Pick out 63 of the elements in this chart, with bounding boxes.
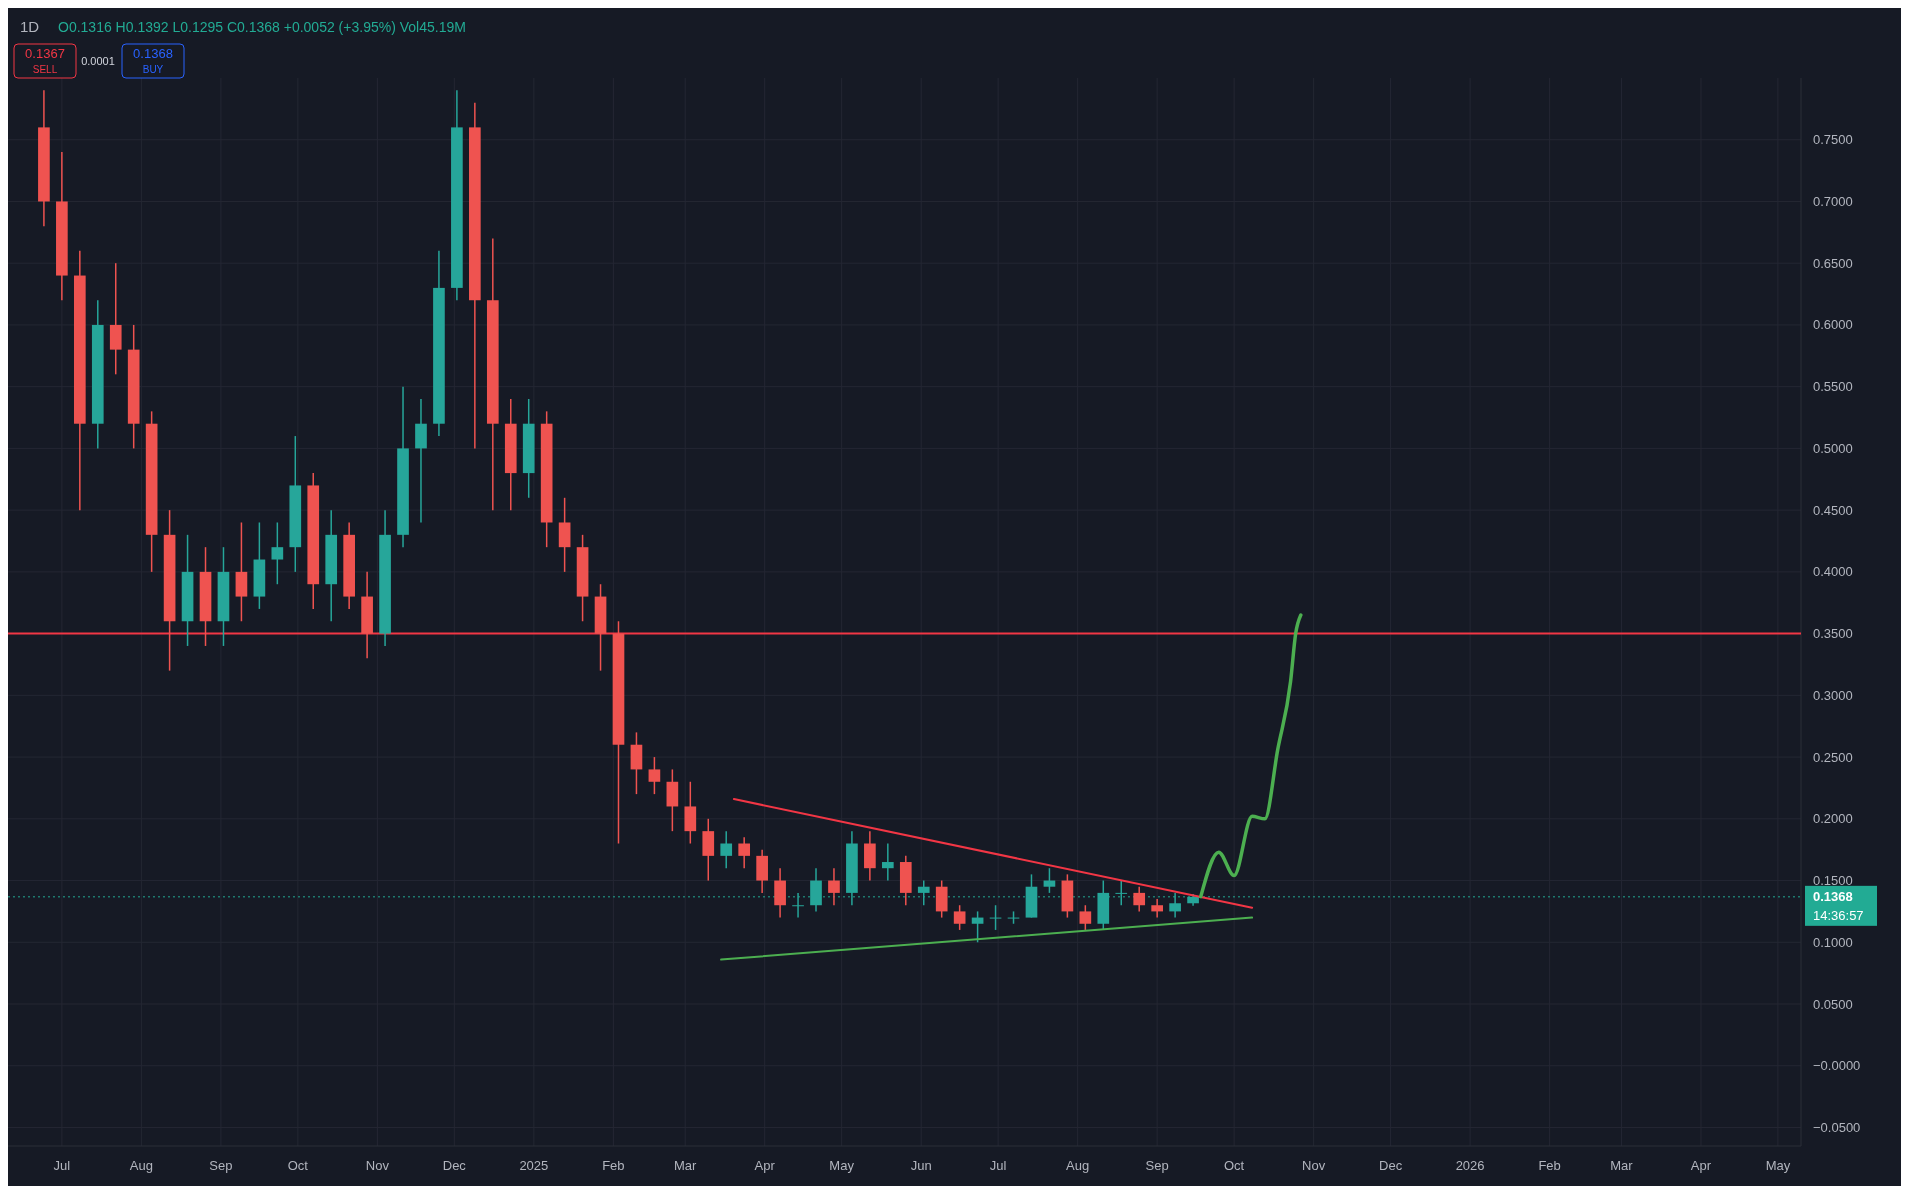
y-tick-label: −0.0000: [1813, 1058, 1861, 1074]
x-tick-label: Sep: [209, 1158, 233, 1173]
y-tick-label: 0.7000: [1813, 194, 1853, 210]
text: 0.1367: [25, 46, 65, 61]
x-tick-label: Mar: [1610, 1158, 1634, 1173]
x-tick-label: Nov: [365, 1158, 390, 1173]
y-tick-label: 0.1500: [1813, 873, 1853, 889]
x-tick-label: May: [829, 1158, 855, 1173]
candlestick: [1043, 867, 1056, 894]
x-tick-label: Jun: [910, 1158, 932, 1173]
x-tick-label: Oct: [1224, 1158, 1245, 1173]
x-tick-label: Jul: [989, 1158, 1007, 1173]
y-tick-label: 0.7500: [1813, 132, 1853, 148]
y-tick-label: −0.0500: [1813, 1120, 1861, 1136]
x-tick-label: Feb: [602, 1158, 625, 1173]
candlestick: [720, 830, 733, 869]
text: SELL: [32, 64, 58, 75]
x-tick-label: Apr: [1690, 1158, 1712, 1173]
candlestick: [828, 867, 840, 906]
candlestick: [881, 842, 894, 882]
line-series: [1199, 613, 1303, 899]
y-tick-label: 0.3000: [1813, 687, 1853, 703]
x-tick-label: Dec: [442, 1158, 467, 1173]
candlestick: [1079, 904, 1092, 931]
candlestick: [953, 904, 966, 931]
text: O0.1316 H0.1392 L0.1295 C0.1368 +0.0052 (+3.95%) Vol45.19M: [58, 19, 466, 35]
x-tick-label: Apr: [754, 1158, 776, 1173]
y-tick-label: 0.4000: [1813, 564, 1853, 580]
x-tick-label: 2026: [1455, 1158, 1485, 1173]
candlestick: [648, 756, 661, 795]
candlestick: [1133, 885, 1146, 913]
y-tick-label: 0.3500: [1813, 626, 1853, 642]
candlestick: [738, 836, 751, 869]
text: 0.0001: [81, 55, 115, 67]
y-tick-label: 0.6000: [1813, 317, 1853, 333]
x-tick-label: Oct: [287, 1158, 309, 1173]
x-tick-label: May: [1765, 1158, 1791, 1173]
y-tick-label: 0.4500: [1813, 502, 1853, 518]
x-tick-label: Nov: [1302, 1158, 1326, 1173]
candlestick: [989, 904, 1002, 931]
y-tick-label: 0.2000: [1813, 811, 1853, 827]
x-tick-label: Aug: [129, 1158, 153, 1173]
candlestick: [271, 521, 284, 585]
y-tick-label: 0.5500: [1813, 379, 1853, 395]
text: 14:36:57: [1813, 908, 1864, 924]
x-tick-label: Sep: [1145, 1158, 1169, 1173]
candlestick: [971, 910, 984, 944]
y-tick-label: 0.2500: [1813, 749, 1853, 765]
x-tick-label: 2025: [519, 1158, 549, 1173]
text: 0.1368: [133, 46, 173, 61]
x-tick-label: Feb: [1538, 1158, 1561, 1173]
candlestick: [1151, 898, 1163, 919]
x-tick-label: Dec: [1379, 1158, 1403, 1173]
x-tick-label: Aug: [1066, 1158, 1090, 1173]
chart-subtitle: 1D: [20, 18, 40, 35]
y-tick-label: 0.1000: [1813, 934, 1853, 950]
x-tick-label: Jul: [53, 1158, 71, 1173]
text: BUY: [142, 64, 164, 75]
y-tick-label: 0.0500: [1813, 996, 1853, 1012]
y-tick-label: 0.5000: [1813, 440, 1853, 456]
y-tick-label: 0.6500: [1813, 255, 1853, 271]
x-tick-label: Mar: [673, 1158, 698, 1173]
ref-line-label: 0.1368: [1813, 889, 1853, 905]
